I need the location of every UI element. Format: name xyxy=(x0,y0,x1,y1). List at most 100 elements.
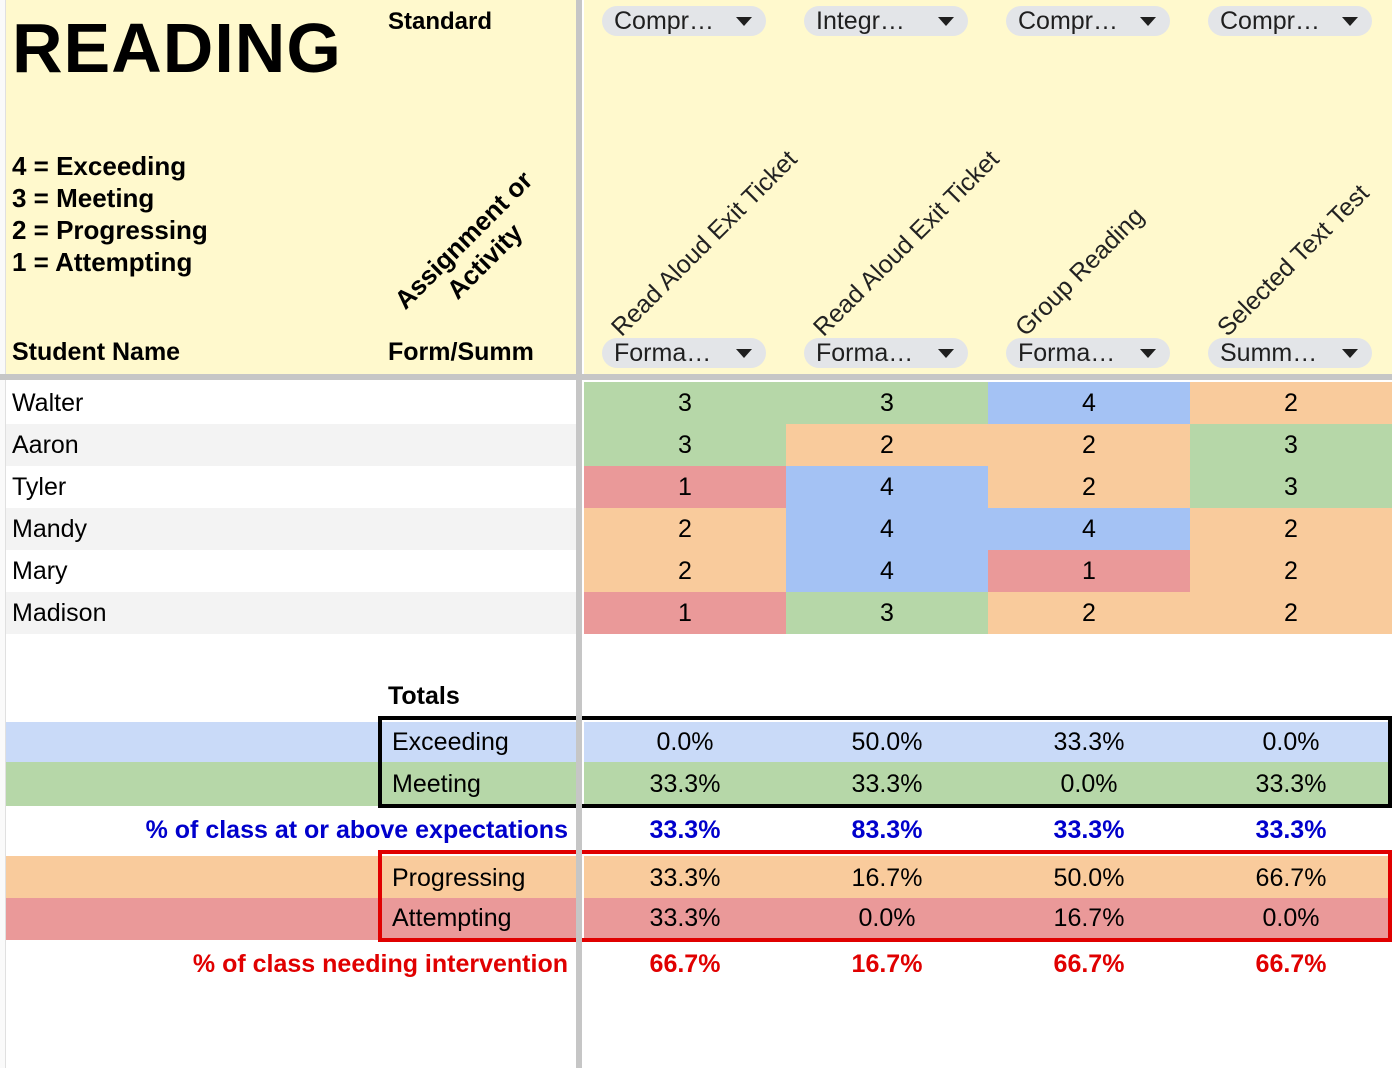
standard-label: Standard xyxy=(388,8,493,35)
score-legend: 4 = Exceeding 3 = Meeting 2 = Progressin… xyxy=(12,150,208,278)
student-name-cell[interactable]: Mandy xyxy=(6,508,576,550)
at-or-above-label: % of class at or above expectations xyxy=(145,816,568,844)
row-gutter xyxy=(0,0,6,1068)
score-cell[interactable]: 4 xyxy=(786,508,988,550)
intervention-pct[interactable]: 66.7% xyxy=(649,950,721,978)
standard-dropdown[interactable]: Compr… xyxy=(1006,6,1170,36)
legend-item: 2 = Progressing xyxy=(12,215,208,245)
exceeding-pct[interactable]: 0.0% xyxy=(656,727,714,756)
chevron-down-icon xyxy=(938,348,954,358)
score-cell[interactable]: 3 xyxy=(786,592,988,634)
at-or-above-pct[interactable]: 83.3% xyxy=(851,816,923,844)
score-cell[interactable]: 2 xyxy=(584,508,786,550)
frozen-row-divider[interactable] xyxy=(0,374,1392,380)
at-or-above-box-left xyxy=(378,716,578,808)
meeting-pct[interactable]: 33.3% xyxy=(1255,769,1327,798)
progressing-pct[interactable]: 33.3% xyxy=(649,863,721,892)
legend-item: 1 = Attempting xyxy=(12,247,193,277)
attempting-pct[interactable]: 0.0% xyxy=(1262,903,1320,932)
standard-dropdown[interactable]: Compr… xyxy=(602,6,766,36)
score-cell[interactable]: 2 xyxy=(988,592,1190,634)
score-cell[interactable]: 3 xyxy=(584,424,786,466)
chevron-down-icon xyxy=(736,348,752,358)
student-name-cell[interactable]: Aaron xyxy=(6,424,576,466)
header-left-panel xyxy=(0,0,576,374)
at-or-above-pct[interactable]: 33.3% xyxy=(1255,816,1327,844)
form-summ-dropdown[interactable]: Forma… xyxy=(1006,338,1170,368)
progressing-label: Progressing xyxy=(392,863,526,892)
formsumm-label: Form/Summ xyxy=(388,338,534,366)
score-cell[interactable]: 3 xyxy=(1190,466,1392,508)
score-cell[interactable]: 3 xyxy=(786,382,988,424)
form-summ-dropdown[interactable]: Forma… xyxy=(804,338,968,368)
intervention-pct[interactable]: 66.7% xyxy=(1053,950,1125,978)
intervention-box-left xyxy=(378,850,578,942)
score-cell[interactable]: 2 xyxy=(584,550,786,592)
frozen-column-divider[interactable] xyxy=(576,0,582,1068)
attempting-values-bg xyxy=(584,898,1392,940)
chevron-down-icon xyxy=(1140,348,1156,358)
totals-label: Totals xyxy=(388,682,460,710)
score-cell[interactable]: 4 xyxy=(786,550,988,592)
score-cell[interactable]: 2 xyxy=(988,466,1190,508)
meeting-values-bg xyxy=(584,762,1392,806)
score-cell[interactable]: 2 xyxy=(988,424,1190,466)
student-name-cell[interactable]: Madison xyxy=(6,592,576,634)
standard-dropdown[interactable]: Integr… xyxy=(804,6,968,36)
attempting-pct[interactable]: 0.0% xyxy=(858,903,916,932)
score-cell[interactable]: 1 xyxy=(584,592,786,634)
form-summ-dropdown[interactable]: Summ… xyxy=(1208,338,1372,368)
progressing-pct[interactable]: 50.0% xyxy=(1053,863,1125,892)
attempting-pct[interactable]: 16.7% xyxy=(1053,903,1125,932)
standard-dropdown[interactable]: Compr… xyxy=(1208,6,1372,36)
exceeding-pct[interactable]: 0.0% xyxy=(1262,727,1320,756)
meeting-pct[interactable]: 33.3% xyxy=(649,769,721,798)
chevron-down-icon xyxy=(736,16,752,26)
student-name-label: Student Name xyxy=(12,338,181,366)
student-name-cell[interactable]: Mary xyxy=(12,556,68,585)
meeting-pct[interactable]: 0.0% xyxy=(1060,769,1118,798)
exceeding-row-bg xyxy=(6,722,576,762)
progressing-pct[interactable]: 16.7% xyxy=(851,863,923,892)
at-or-above-pct[interactable]: 33.3% xyxy=(1053,816,1125,844)
attempting-label: Attempting xyxy=(392,903,512,932)
student-name-cell[interactable]: Tyler xyxy=(12,472,67,501)
form-summ-dropdown[interactable]: Forma… xyxy=(602,338,766,368)
score-cell[interactable]: 4 xyxy=(786,466,988,508)
at-or-above-pct[interactable]: 33.3% xyxy=(649,816,721,844)
chevron-down-icon xyxy=(1342,348,1358,358)
exceeding-label: Exceeding xyxy=(392,727,509,756)
intervention-box-right xyxy=(582,850,1392,942)
attempting-pct[interactable]: 33.3% xyxy=(649,903,721,932)
exceeding-pct[interactable]: 33.3% xyxy=(1053,727,1125,756)
progressing-row-bg xyxy=(6,856,576,898)
student-name-cell[interactable]: Walter xyxy=(12,388,84,417)
exceeding-pct[interactable]: 50.0% xyxy=(851,727,923,756)
score-cell[interactable]: 4 xyxy=(988,508,1190,550)
chevron-down-icon xyxy=(1342,16,1358,26)
meeting-pct[interactable]: 33.3% xyxy=(851,769,923,798)
score-cell[interactable]: 3 xyxy=(1190,424,1392,466)
score-cell[interactable]: 2 xyxy=(1190,550,1392,592)
intervention-label: % of class needing intervention xyxy=(192,950,568,978)
progressing-values-bg xyxy=(584,856,1392,898)
score-cell[interactable]: 3 xyxy=(584,382,786,424)
legend-item: 3 = Meeting xyxy=(12,183,155,213)
score-cell[interactable]: 2 xyxy=(1190,592,1392,634)
score-cell[interactable]: 1 xyxy=(584,466,786,508)
exceeding-values-bg xyxy=(584,722,1392,762)
score-cell[interactable]: 2 xyxy=(1190,382,1392,424)
header-right-panel xyxy=(584,0,1392,374)
attempting-row-bg xyxy=(6,898,576,940)
legend-item: 4 = Exceeding xyxy=(12,151,187,181)
score-cell[interactable]: 1 xyxy=(988,550,1190,592)
score-cell[interactable]: 2 xyxy=(786,424,988,466)
progressing-pct[interactable]: 66.7% xyxy=(1255,863,1327,892)
meeting-row-bg xyxy=(6,762,576,806)
intervention-pct[interactable]: 16.7% xyxy=(851,950,923,978)
score-cell[interactable]: 2 xyxy=(1190,508,1392,550)
page-title: READING xyxy=(12,9,342,87)
chevron-down-icon xyxy=(1140,16,1156,26)
score-cell[interactable]: 4 xyxy=(988,382,1190,424)
intervention-pct[interactable]: 66.7% xyxy=(1255,950,1327,978)
